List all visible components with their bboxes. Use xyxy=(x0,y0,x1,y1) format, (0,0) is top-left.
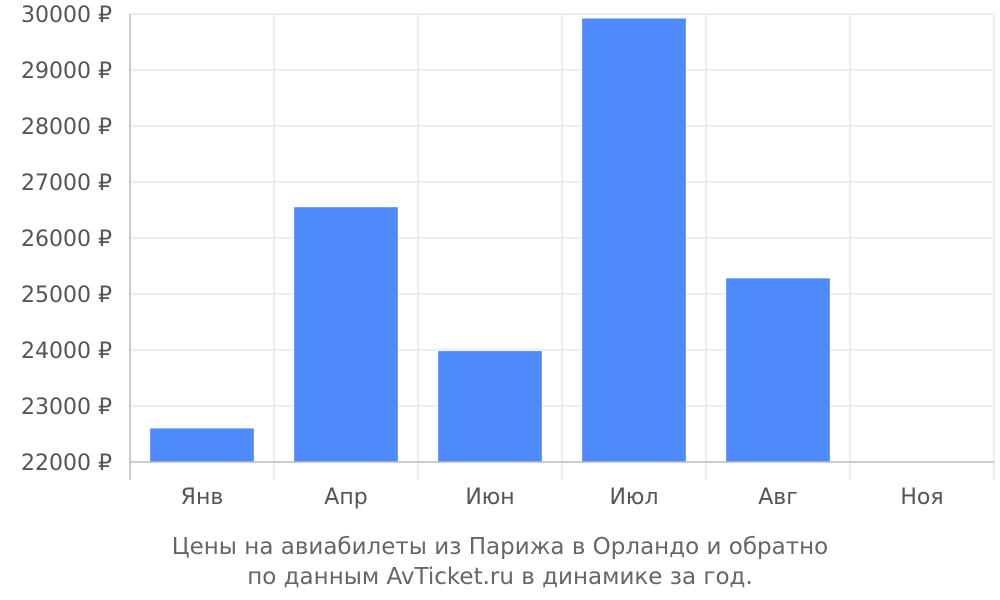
x-tick-label: Июн xyxy=(465,485,514,510)
y-tick-label: 27000 ₽ xyxy=(21,171,112,196)
x-tick-label: Авг xyxy=(758,485,798,510)
y-tick-label: 24000 ₽ xyxy=(21,339,112,364)
bars xyxy=(150,18,830,462)
bar-3 xyxy=(582,18,686,462)
grid-lines xyxy=(129,13,995,480)
x-tick-label: Июл xyxy=(609,485,658,510)
bar-1 xyxy=(294,207,398,462)
x-axis-tick-labels: Янв Апр Июн Июл Авг Ноя xyxy=(181,485,944,510)
bar-2 xyxy=(438,351,542,462)
y-tick-label: 29000 ₽ xyxy=(21,59,112,84)
y-tick-label: 26000 ₽ xyxy=(21,227,112,252)
y-tick-label: 30000 ₽ xyxy=(21,3,112,28)
y-tick-label: 25000 ₽ xyxy=(21,283,112,308)
caption-line-2: по данным AvTicket.ru в динамике за год. xyxy=(247,564,753,590)
y-tick-label: 23000 ₽ xyxy=(21,395,112,420)
y-tick-label: 28000 ₽ xyxy=(21,115,112,140)
bar-0 xyxy=(150,428,254,462)
x-tick-label: Апр xyxy=(324,485,367,510)
y-axis-tick-labels: 22000 ₽ 23000 ₽ 24000 ₽ 25000 ₽ 26000 ₽ 27000… xyxy=(21,3,112,476)
axes xyxy=(129,14,994,480)
chart-caption: Цены на авиабилеты из Парижа в Орландо и… xyxy=(0,532,1000,592)
x-tick-label: Ноя xyxy=(900,485,943,510)
bar-4 xyxy=(726,278,830,462)
caption-line-1: Цены на авиабилеты из Парижа в Орландо и… xyxy=(171,534,829,560)
y-tick-label: 22000 ₽ xyxy=(21,451,112,476)
x-tick-label: Янв xyxy=(181,485,224,510)
